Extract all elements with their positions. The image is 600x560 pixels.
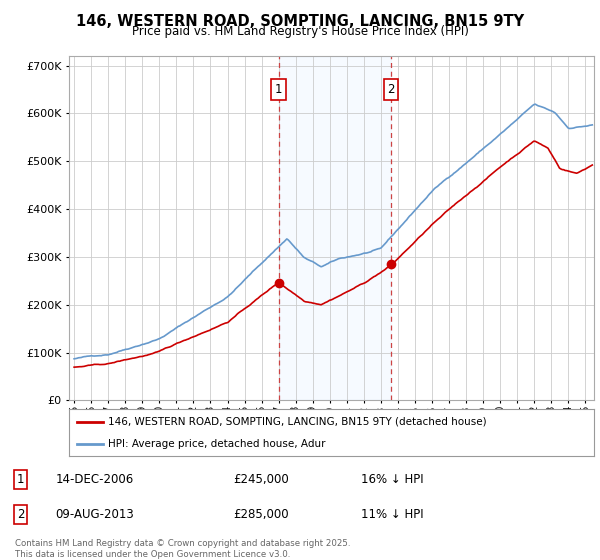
- Text: 146, WESTERN ROAD, SOMPTING, LANCING, BN15 9TY (detached house): 146, WESTERN ROAD, SOMPTING, LANCING, BN…: [109, 417, 487, 427]
- Text: 2: 2: [17, 508, 25, 521]
- Text: HPI: Average price, detached house, Adur: HPI: Average price, detached house, Adur: [109, 438, 326, 449]
- Text: 1: 1: [275, 83, 283, 96]
- Text: Price paid vs. HM Land Registry's House Price Index (HPI): Price paid vs. HM Land Registry's House …: [131, 25, 469, 38]
- Text: 146, WESTERN ROAD, SOMPTING, LANCING, BN15 9TY: 146, WESTERN ROAD, SOMPTING, LANCING, BN…: [76, 14, 524, 29]
- Text: £245,000: £245,000: [233, 473, 289, 487]
- Text: 11% ↓ HPI: 11% ↓ HPI: [361, 508, 424, 521]
- Text: 2: 2: [388, 83, 395, 96]
- Text: Contains HM Land Registry data © Crown copyright and database right 2025.
This d: Contains HM Land Registry data © Crown c…: [15, 539, 350, 559]
- Text: 1: 1: [17, 473, 25, 487]
- Bar: [278, 56, 391, 400]
- Text: 16% ↓ HPI: 16% ↓ HPI: [361, 473, 424, 487]
- Text: £285,000: £285,000: [233, 508, 289, 521]
- Text: 14-DEC-2006: 14-DEC-2006: [56, 473, 134, 487]
- Text: 09-AUG-2013: 09-AUG-2013: [56, 508, 134, 521]
